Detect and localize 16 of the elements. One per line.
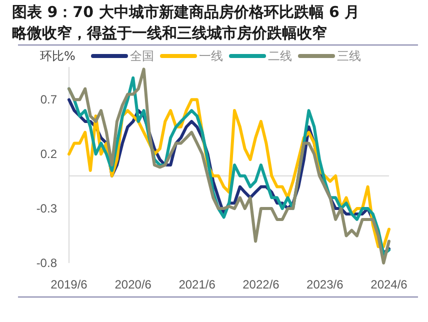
x-tick-label: 2021/6: [178, 278, 216, 292]
x-tick-label: 2019/6: [50, 278, 88, 292]
legend-label: 全国: [130, 49, 154, 63]
legend-label: 一线: [199, 49, 223, 63]
x-tick-label: 2022/6: [242, 278, 280, 292]
y-tick-label: 0.7: [40, 92, 58, 107]
x-tick-label: 2024/6: [370, 278, 408, 292]
y-tick-label: -0.3: [36, 201, 58, 216]
legend-label: 二线: [268, 49, 292, 63]
x-tick-label: 2020/6: [114, 278, 152, 292]
legend-label: 三线: [337, 49, 361, 63]
y-axis-title: 环比%: [40, 49, 76, 63]
y-tick-label: -0.8: [36, 256, 58, 270]
chart-title: 图表 9：70 大中城市新建商品房价格环比跌幅 6 月略微收窄，得益于一线和三线城市房价跌幅收窄: [12, 3, 360, 42]
x-tick-label: 2023/6: [306, 278, 344, 292]
y-tick-label: 0.2: [40, 146, 58, 161]
